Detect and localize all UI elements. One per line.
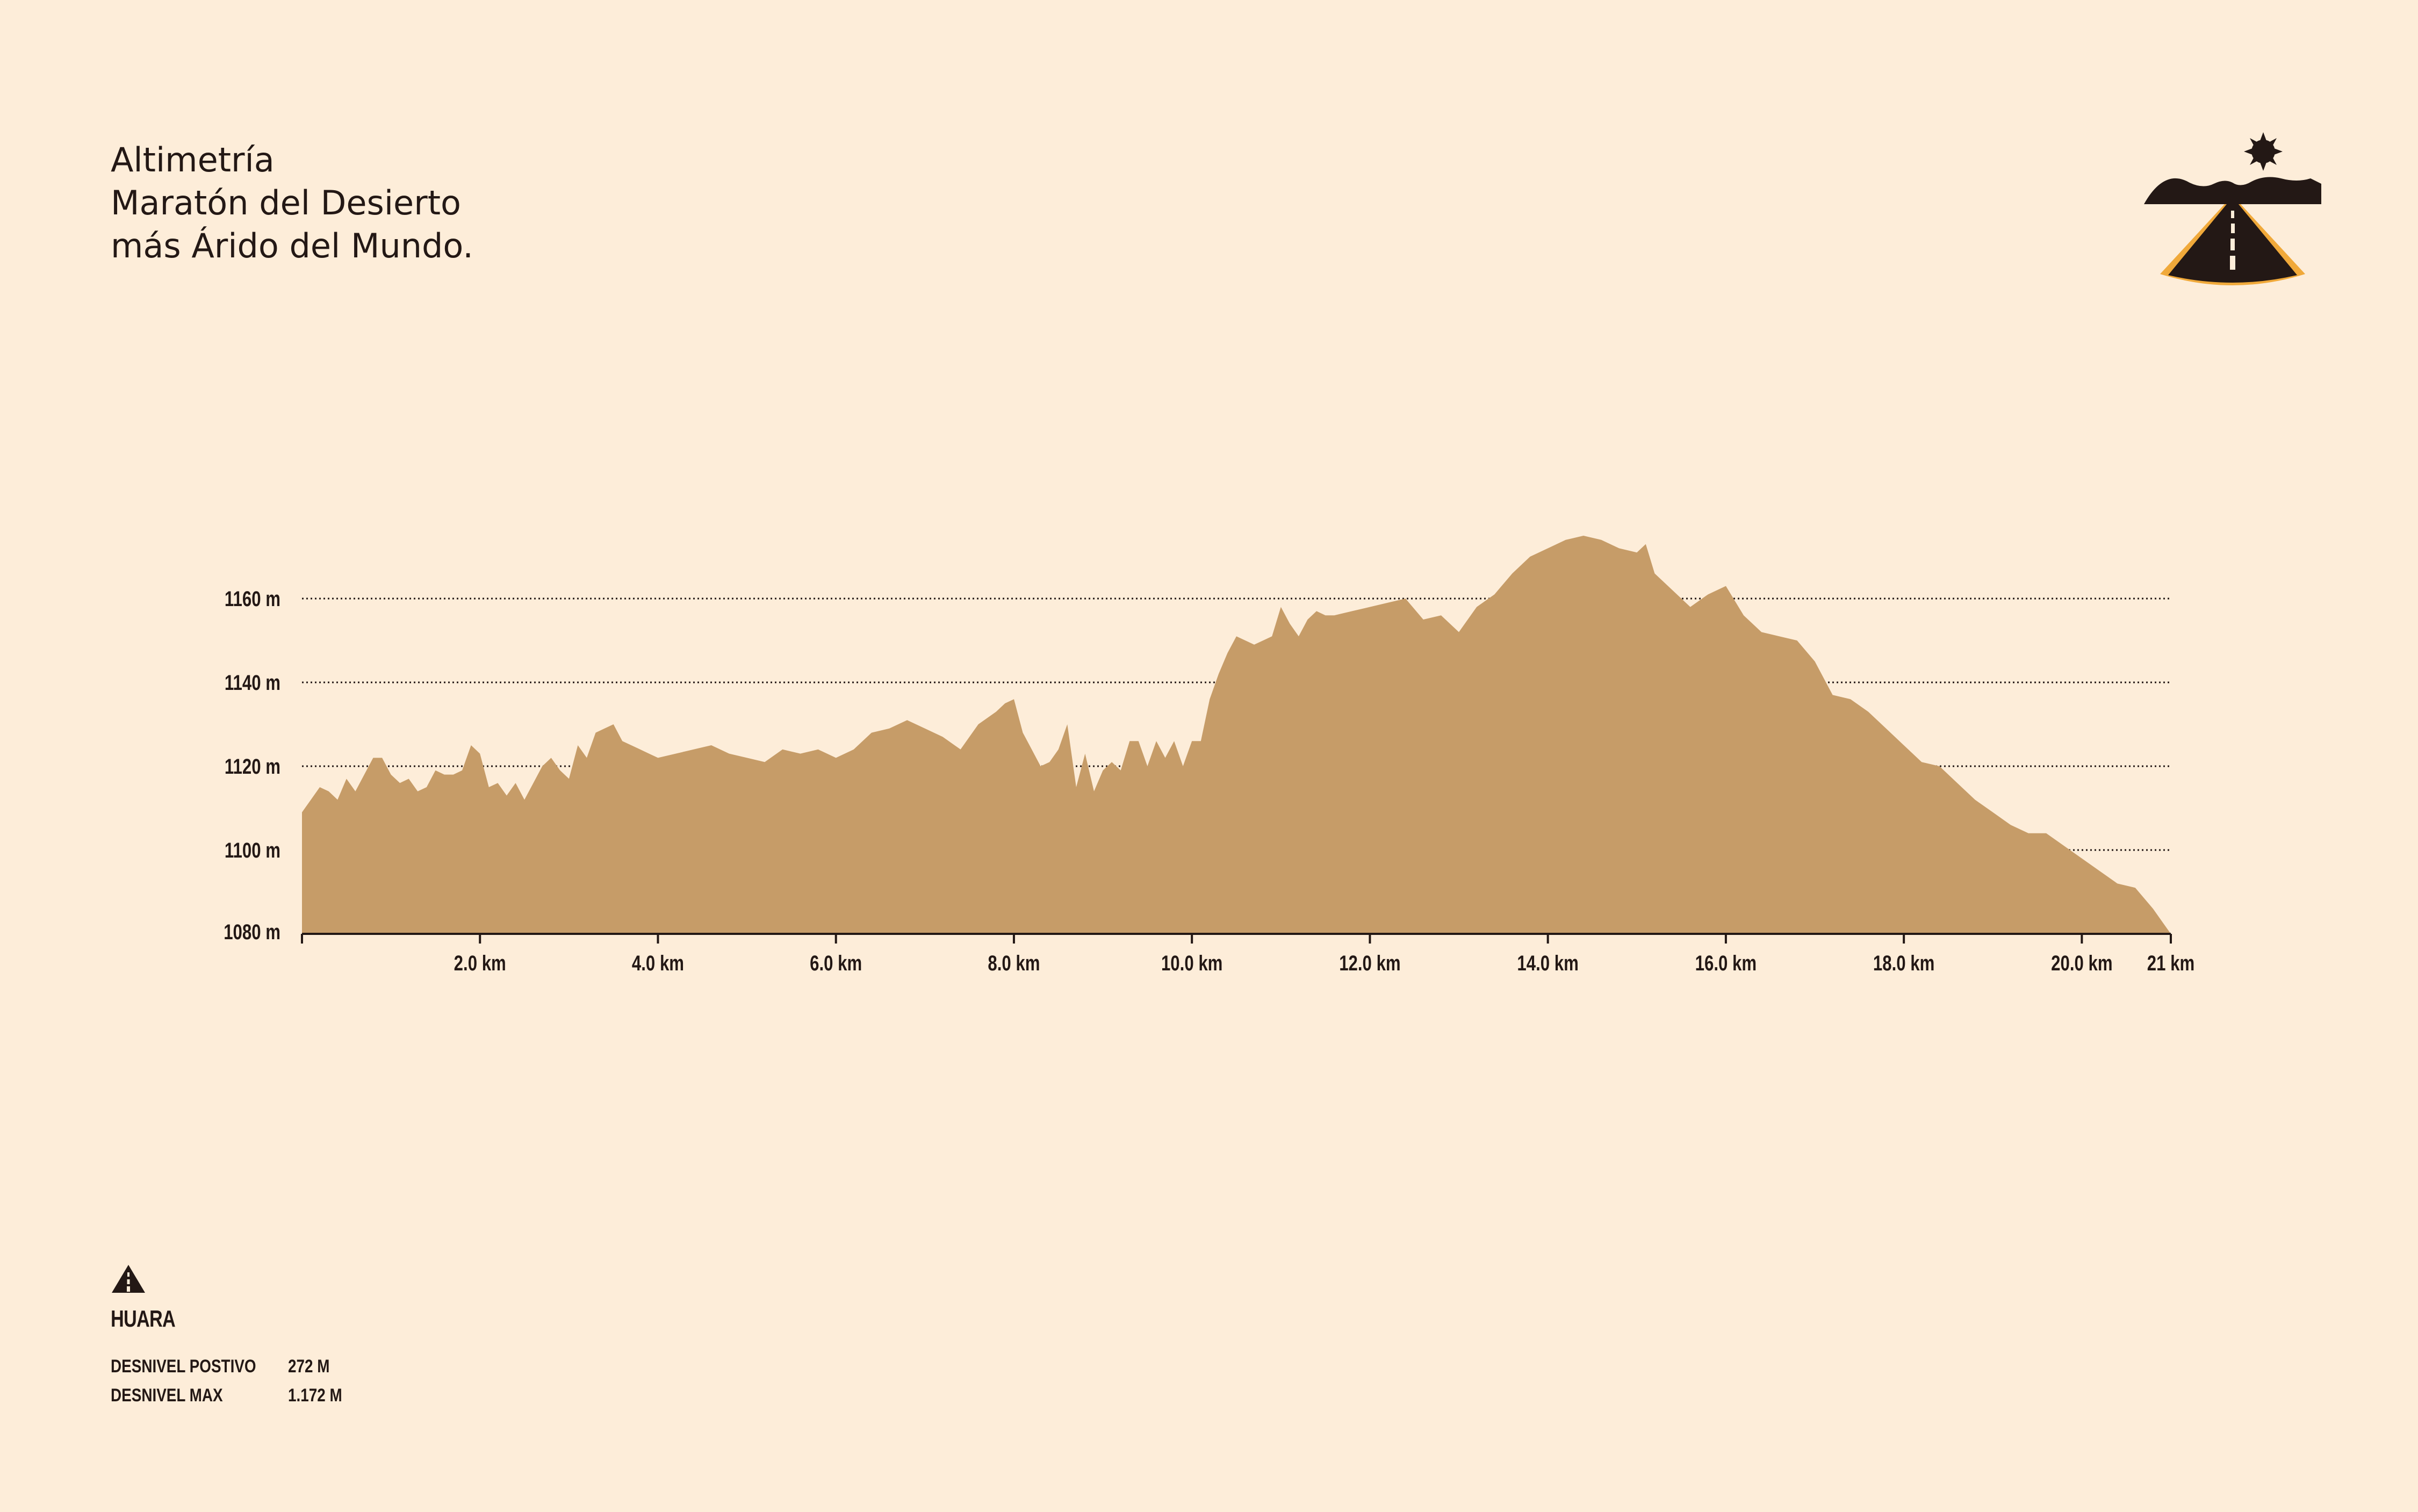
elevation-area (302, 536, 2171, 934)
x-tick-labels: 2.0 km 4.0 km 6.0 km 8.0 km 10.0 km 12.0 km 14… (454, 951, 2195, 975)
road-triangle-icon (112, 1265, 145, 1293)
dunes-shape (2144, 177, 2321, 204)
title-line-3: más Árido del Mundo. (111, 226, 473, 265)
x-tick-label: 18.0 km (1873, 951, 1934, 975)
stat-row: DESNIVEL POSTIVO 272 M (111, 1352, 354, 1381)
x-tick-label: 12.0 km (1339, 951, 1400, 975)
x-tick-label: 21 km (2147, 951, 2194, 975)
y-tick-label: 1160 m (225, 587, 280, 611)
altimetry-chart: 1080 m 1100 m 1120 m 1140 m 1160 m 2.0 km 4.0… (224, 536, 2195, 975)
x-tick-label: 4.0 km (632, 951, 684, 975)
x-tick-label: 16.0 km (1695, 951, 1757, 975)
axes (301, 933, 2172, 944)
x-tick-label: 2.0 km (454, 951, 506, 975)
x-tick-label: 10.0 km (1161, 951, 1222, 975)
y-tick-label: 1080 m (224, 920, 280, 944)
x-tick-label: 6.0 km (810, 951, 862, 975)
chart-title: Altimetría Maratón del Desierto más Árid… (111, 139, 473, 268)
stats-table: DESNIVEL POSTIVO 272 M DESNIVEL MAX 1.17… (111, 1352, 354, 1410)
stat-row: DESNIVEL MAX 1.172 M (111, 1381, 354, 1410)
stat-label: DESNIVEL POSTIVO (111, 1356, 256, 1377)
stat-value: 1.172 M (288, 1385, 342, 1406)
y-tick-label: 1140 m (225, 671, 280, 695)
location-name: HUARA (111, 1306, 176, 1332)
road-lane-marks (2230, 211, 2235, 270)
stat-value: 272 M (288, 1356, 330, 1377)
x-tick-label: 8.0 km (988, 951, 1040, 975)
x-tick-label: 20.0 km (2051, 951, 2112, 975)
y-tick-label: 1100 m (225, 838, 280, 862)
legend: HUARA DESNIVEL POSTIVO 272 M DESNIVEL MA… (111, 1264, 354, 1410)
desert-road-sun-logo (2144, 132, 2321, 285)
title-line-1: Altimetría (111, 140, 275, 179)
sun-icon (2244, 132, 2283, 171)
title-line-2: Maratón del Desierto (111, 183, 461, 222)
stat-label: DESNIVEL MAX (111, 1385, 223, 1406)
area-layer (302, 536, 2171, 934)
x-tick-label: 14.0 km (1517, 951, 1578, 975)
y-tick-labels: 1080 m 1100 m 1120 m 1140 m 1160 m (224, 587, 280, 944)
y-tick-label: 1120 m (225, 754, 280, 779)
